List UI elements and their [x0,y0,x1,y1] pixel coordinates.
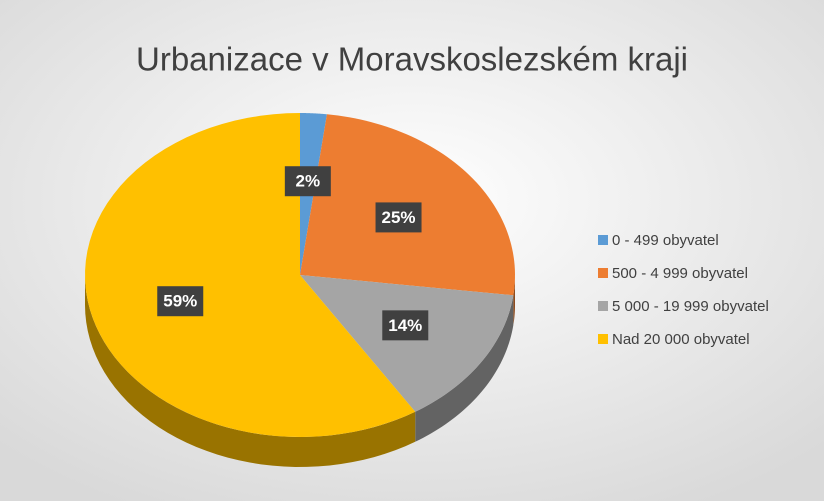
legend-label: Nad 20 000 obyvatel [612,331,750,348]
label-box [375,202,422,233]
label-box [284,166,331,197]
chart-title: Urbanizace v Moravskoslezském kraji [136,41,688,78]
legend-swatch [598,301,608,311]
label-box [382,310,429,341]
slice-side [85,275,416,467]
legend-swatch [598,235,608,245]
slice [85,113,416,437]
legend-label: 5 000 - 19 999 obyvatel [612,298,769,315]
slice-side [415,295,514,442]
label-box [157,286,204,317]
data-label: 59% [163,292,197,311]
legend-swatch [598,268,608,278]
legend-label: 0 - 499 obyvatel [612,232,719,249]
legend-swatch [598,334,608,344]
data-label: 14% [388,316,422,335]
slice-side [513,275,515,326]
data-label: 2% [296,172,321,191]
slice [300,275,514,412]
data-label: 25% [382,208,416,227]
legend-label: 500 - 4 999 obyvatel [612,265,748,282]
